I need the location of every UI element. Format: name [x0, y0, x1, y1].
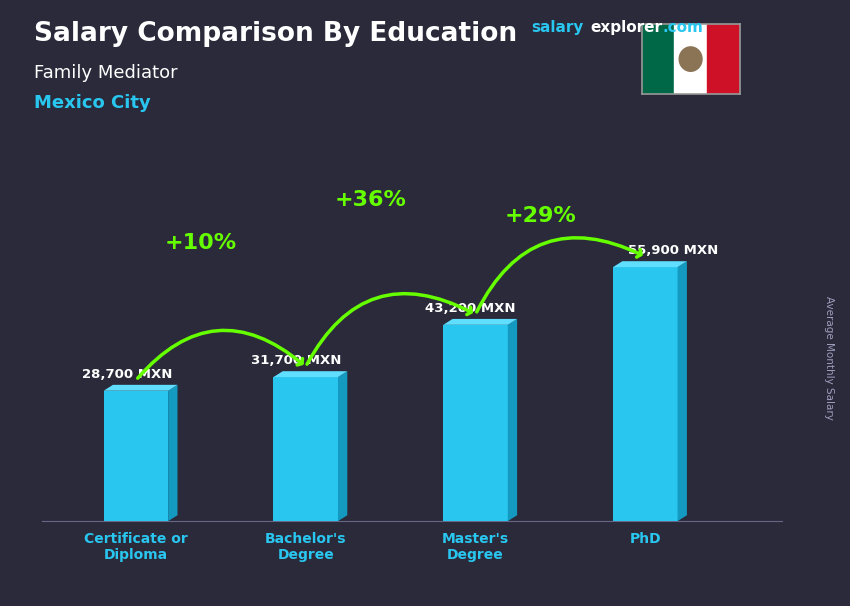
Text: 28,700 MXN: 28,700 MXN [82, 368, 172, 381]
Text: 31,700 MXN: 31,700 MXN [252, 354, 342, 367]
Text: 55,900 MXN: 55,900 MXN [628, 244, 718, 257]
Text: salary: salary [531, 20, 584, 35]
Text: explorer: explorer [591, 20, 663, 35]
Text: Salary Comparison By Education: Salary Comparison By Education [34, 21, 517, 47]
Bar [104, 391, 168, 521]
Bar [274, 377, 338, 521]
Polygon shape [338, 371, 348, 521]
Circle shape [679, 47, 702, 72]
Polygon shape [443, 319, 517, 325]
Polygon shape [104, 385, 178, 391]
Polygon shape [274, 371, 348, 377]
Text: +29%: +29% [504, 207, 576, 227]
Text: 43,200 MXN: 43,200 MXN [424, 302, 515, 315]
Text: .com: .com [662, 20, 703, 35]
Polygon shape [613, 261, 687, 267]
Bar [707, 24, 740, 94]
Polygon shape [507, 319, 517, 521]
Text: +36%: +36% [334, 190, 406, 210]
Bar [613, 267, 677, 521]
Text: Mexico City: Mexico City [34, 94, 150, 112]
Bar [443, 325, 507, 521]
Text: Family Mediator: Family Mediator [34, 64, 178, 82]
Bar [674, 24, 707, 94]
Bar [642, 24, 674, 94]
Text: +10%: +10% [164, 233, 236, 253]
Text: Average Monthly Salary: Average Monthly Salary [824, 296, 834, 419]
Polygon shape [168, 385, 178, 521]
Polygon shape [677, 261, 687, 521]
